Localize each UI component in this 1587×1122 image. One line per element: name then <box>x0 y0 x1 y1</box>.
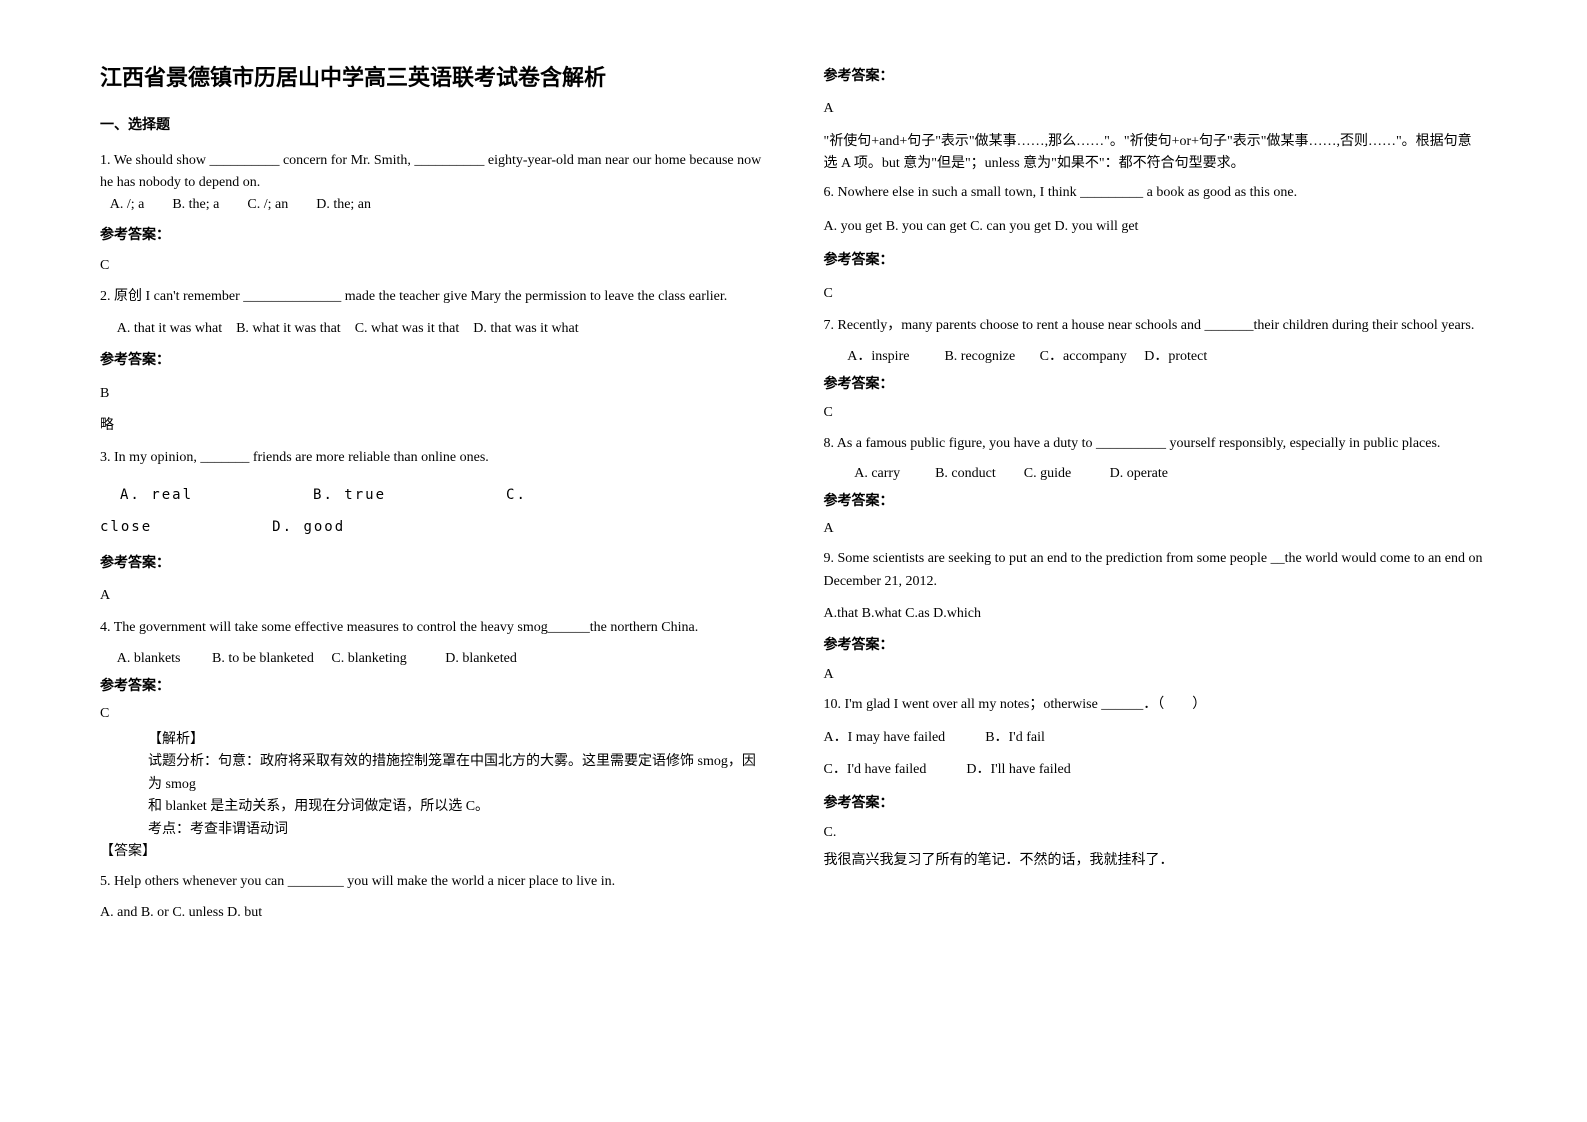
q2-note: 略 <box>100 415 764 437</box>
answer-tag: 【答案】 <box>100 841 764 863</box>
q4-options: A. blankets B. to be blanketed C. blanke… <box>100 648 764 670</box>
q2-stem: 2. 原创 I can't remember ______________ ma… <box>100 289 727 304</box>
q7-options: A．inspire B. recognize C．accompany D．pro… <box>824 346 1488 368</box>
answer-label: 参考答案： <box>824 491 1488 513</box>
answer-label: 参考答案： <box>824 66 1488 88</box>
question-10: 10. I'm glad I went over all my notes；ot… <box>824 694 1488 716</box>
question-9: 9. Some scientists are seeking to put an… <box>824 548 1488 593</box>
q1-options: A. /; a B. the; a C. /; an D. the; an <box>100 194 764 216</box>
answer-label: 参考答案： <box>100 225 764 247</box>
q3-answer: A <box>100 585 764 607</box>
q9-answer: A <box>824 664 1488 686</box>
q4-explain-1: 试题分析：句意：政府将采取有效的措施控制笼罩在中国北方的大雾。这里需要定语修饰 … <box>100 751 764 796</box>
page: 江西省景德镇市历居山中学高三英语联考试卷含解析 一、选择题 1. We shou… <box>100 60 1487 924</box>
q5-note1: "祈使句+and+句子"表示"做某事……,那么……"。"祈使句+or+句子"表示… <box>824 131 1488 153</box>
q4-answer: C <box>100 703 764 725</box>
question-6: 6. Nowhere else in such a small town, I … <box>824 182 1488 204</box>
answer-label: 参考答案： <box>100 676 764 698</box>
q3-options-row1: A. real B. true C. <box>100 484 764 506</box>
right-column: 参考答案： A "祈使句+and+句子"表示"做某事……,那么……"。"祈使句+… <box>824 60 1488 924</box>
q10-options-row1: A．I may have failed B．I'd fail <box>824 727 1488 749</box>
answer-label: 参考答案： <box>824 793 1488 815</box>
q3-close: close <box>100 516 152 538</box>
q10-answer: C. <box>824 822 1488 844</box>
q3-opt-a: A. real <box>120 484 193 506</box>
q4-explain-2: 和 blanket 是主动关系，用现在分词做定语，所以选 C。 <box>100 796 764 818</box>
q3-options-row2: close D. good <box>100 516 764 538</box>
q8-options: A. carry B. conduct C. guide D. operate <box>824 463 1488 485</box>
q7-answer: C <box>824 402 1488 424</box>
q10-note: 我很高兴我复习了所有的笔记．不然的话，我就挂科了． <box>824 850 1488 872</box>
doc-title: 江西省景德镇市历居山中学高三英语联考试卷含解析 <box>100 60 764 95</box>
q5-answer: A <box>824 98 1488 120</box>
q10-options-row2: C．I'd have failed D．I'll have failed <box>824 759 1488 781</box>
q6-options: A. you get B. you can get C. can you get… <box>824 216 1488 238</box>
question-8: 8. As a famous public figure, you have a… <box>824 433 1488 455</box>
q3-opt-c: C. <box>506 484 527 506</box>
answer-label: 参考答案： <box>824 374 1488 396</box>
question-4: 4. The government will take some effecti… <box>100 617 764 639</box>
answer-label: 参考答案： <box>824 250 1488 272</box>
question-2: 2. 原创 I can't remember ______________ ma… <box>100 286 764 308</box>
question-3: 3. In my opinion, _______ friends are mo… <box>100 447 764 469</box>
q5-note2: 选 A 项。but 意为"但是"；unless 意为"如果不"：都不符合句型要求… <box>824 153 1488 175</box>
q6-answer: C <box>824 283 1488 305</box>
q10-opt-b: B．I'd fail <box>985 727 1045 749</box>
question-1: 1. We should show __________ concern for… <box>100 150 764 217</box>
q1-stem: 1. We should show __________ concern for… <box>100 150 764 195</box>
answer-label: 参考答案： <box>100 553 764 575</box>
answer-label: 参考答案： <box>100 350 764 372</box>
explain-tag: 【解析】 <box>100 729 764 751</box>
q10-opt-c: C．I'd have failed <box>824 759 927 781</box>
q8-answer: A <box>824 518 1488 540</box>
q1-answer: C <box>100 255 764 277</box>
q4-explain-3: 考点：考查非谓语动词 <box>100 819 764 841</box>
q9-options: A.that B.what C.as D.which <box>824 603 1488 625</box>
q2-options: A. that it was what B. what it was that … <box>100 318 764 340</box>
q10-opt-a: A．I may have failed <box>824 727 946 749</box>
question-7: 7. Recently，many parents choose to rent … <box>824 315 1488 337</box>
q2-answer: B <box>100 383 764 405</box>
question-5: 5. Help others whenever you can ________… <box>100 871 764 893</box>
q3-opt-b: B. true <box>313 484 386 506</box>
left-column: 江西省景德镇市历居山中学高三英语联考试卷含解析 一、选择题 1. We shou… <box>100 60 764 924</box>
answer-label: 参考答案： <box>824 635 1488 657</box>
q10-opt-d: D．I'll have failed <box>966 759 1070 781</box>
q5-options: A. and B. or C. unless D. but <box>100 902 764 924</box>
section-heading: 一、选择题 <box>100 115 764 137</box>
q3-opt-d: D. good <box>272 516 345 538</box>
